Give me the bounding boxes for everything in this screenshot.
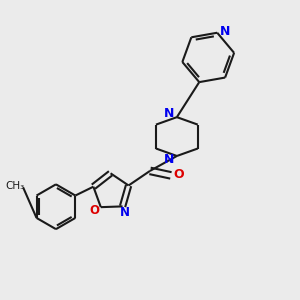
Text: N: N bbox=[164, 107, 175, 120]
Text: O: O bbox=[89, 204, 99, 217]
Text: O: O bbox=[173, 168, 184, 181]
Text: N: N bbox=[220, 25, 230, 38]
Text: N: N bbox=[120, 206, 130, 220]
Text: CH₃: CH₃ bbox=[5, 182, 24, 191]
Text: N: N bbox=[164, 153, 175, 166]
